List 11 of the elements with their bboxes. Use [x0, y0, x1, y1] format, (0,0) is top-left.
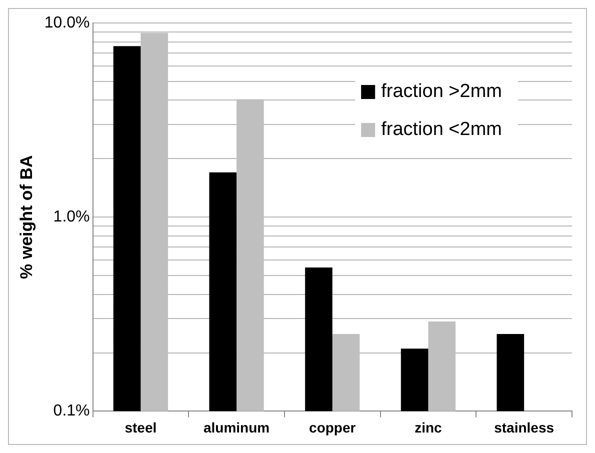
y-axis-title: % weight of BA: [16, 155, 36, 279]
x-tick-label: stainless: [494, 419, 554, 436]
x-tick-label: copper: [309, 419, 356, 436]
x-tick-label: aluminum: [203, 419, 270, 436]
legend-label: fraction >2mm: [381, 81, 502, 102]
x-tick-label: steel: [124, 419, 157, 436]
y-tick-label: 10.0%: [44, 14, 90, 32]
legend-label: fraction <2mm: [381, 119, 502, 140]
y-tick-label: 0.1%: [53, 402, 90, 420]
y-tick-label: 1.0%: [53, 208, 90, 226]
x-tick-label: zinc: [414, 419, 442, 436]
